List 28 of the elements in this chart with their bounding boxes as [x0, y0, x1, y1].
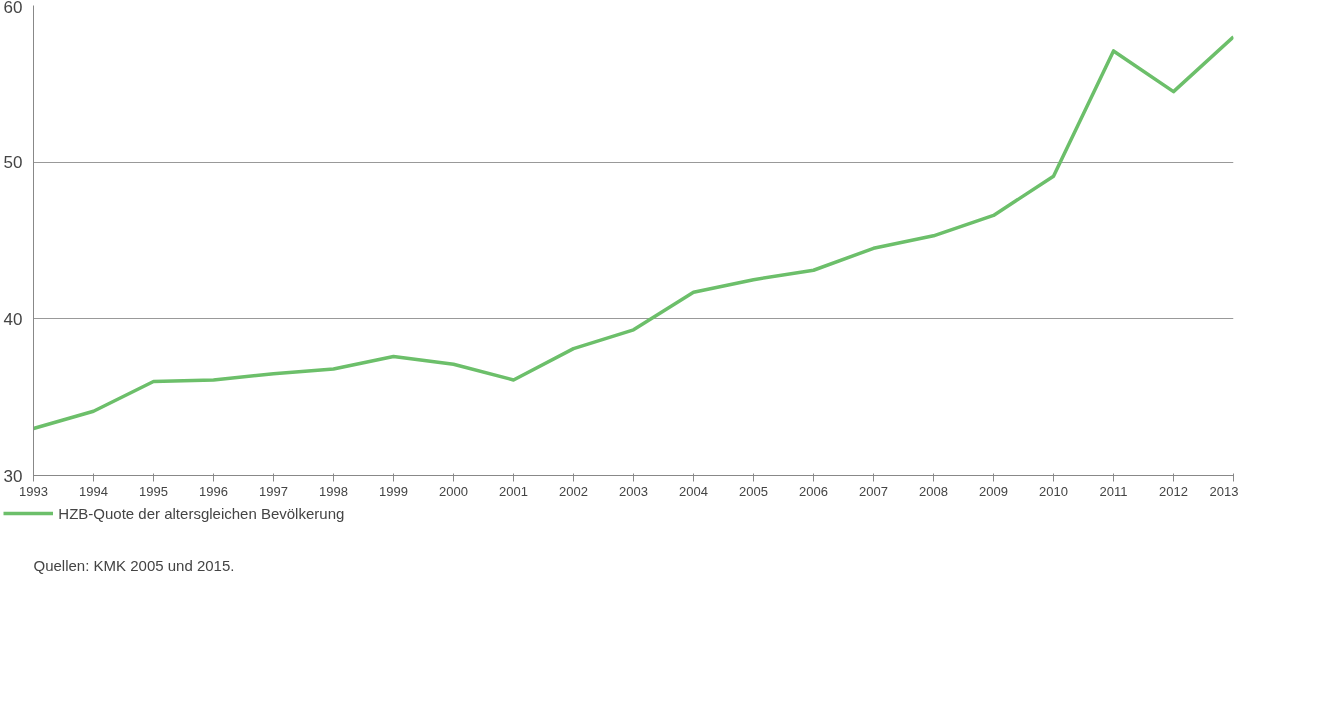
line-series [33, 35, 1234, 431]
x-tick-label: 2003 [619, 483, 648, 499]
x-tick-label: 1993 [19, 483, 48, 499]
x-tick-label: 2010 [1039, 483, 1068, 499]
x-tick-label: 2000 [439, 483, 468, 499]
x-tick-label: 1998 [319, 483, 348, 499]
x-tick-label: 2013 [1209, 483, 1239, 499]
source-note: Quellen: KMK 2005 und 2015. [33, 556, 235, 574]
x-tick-label: 1999 [379, 483, 408, 499]
x-tick-label: 2005 [739, 483, 768, 499]
x-tick-label: 2012 [1159, 483, 1188, 499]
x-tick-label: 1997 [259, 483, 288, 499]
x-tick-label: 2008 [919, 483, 948, 499]
x-tick-label: 2006 [799, 483, 828, 499]
x-tick-label: 2009 [979, 483, 1008, 499]
y-tick-label: 40 [3, 309, 23, 329]
x-tick-label: 1996 [199, 483, 228, 499]
y-tick-label: 30 [3, 466, 23, 486]
legend-label: HZB-Quote der altersgleichen Bevölkerung [58, 504, 345, 522]
x-tick-label: 1995 [139, 483, 168, 499]
x-tick-label: 2001 [499, 483, 528, 499]
x-tick-label: 2004 [679, 483, 708, 499]
y-tick-label: 50 [3, 153, 23, 173]
x-tick-label: 2011 [1099, 483, 1128, 499]
x-tick-label: 2007 [859, 483, 888, 499]
x-tick-label: 1994 [79, 483, 108, 499]
x-tick-label: 2002 [559, 483, 588, 499]
y-tick-label: 60 [3, 0, 23, 17]
